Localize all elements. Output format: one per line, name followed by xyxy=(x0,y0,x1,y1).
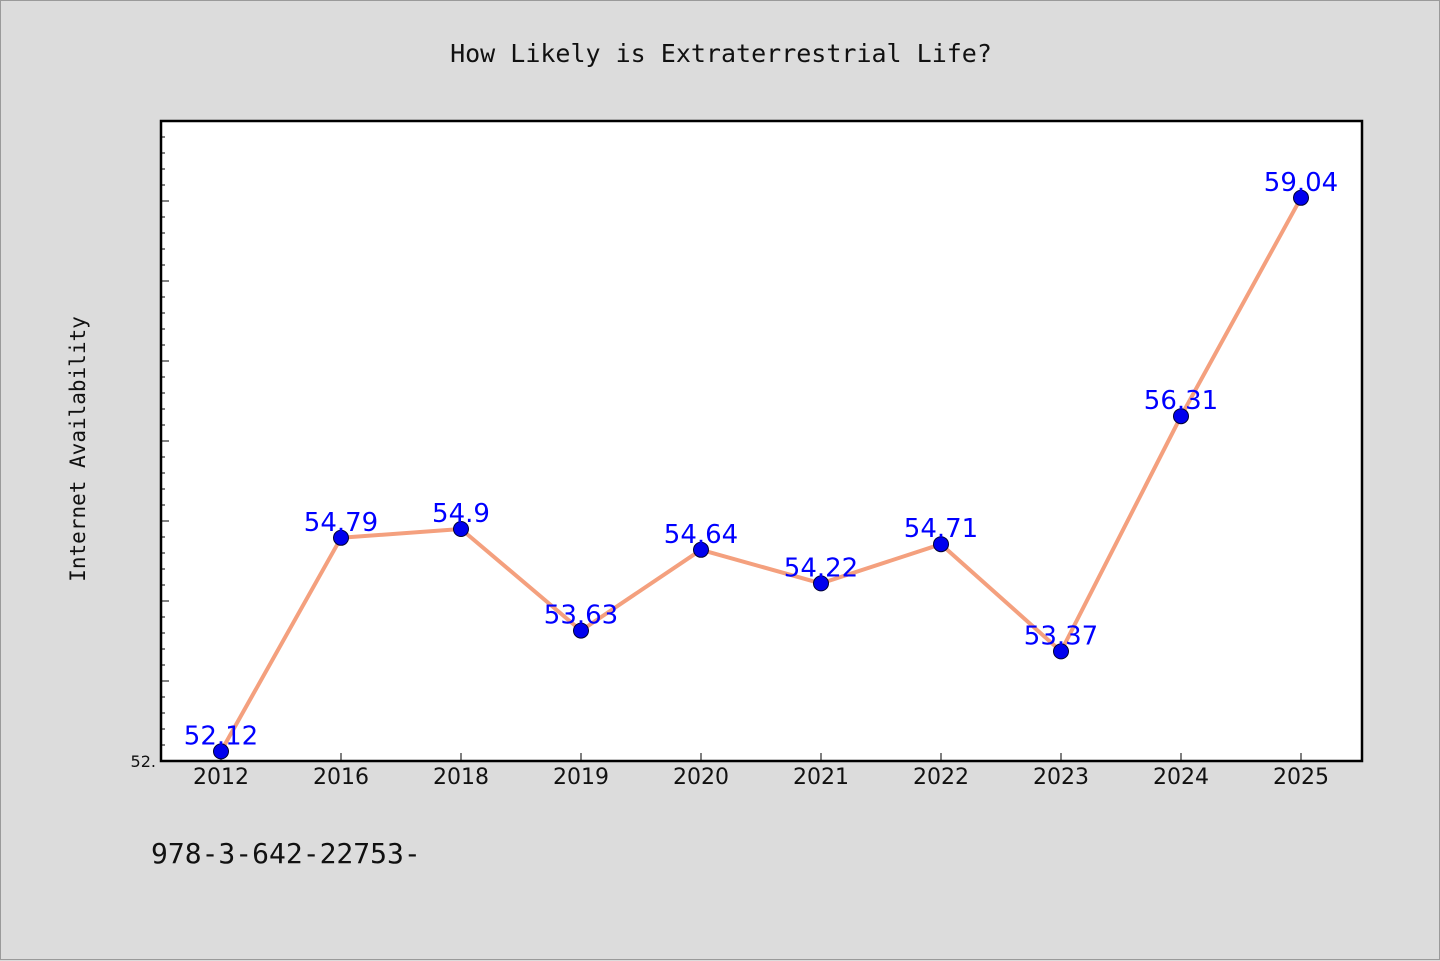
plot-border xyxy=(159,119,1364,763)
data-point xyxy=(1173,408,1189,425)
chart-title: How Likely is Extraterrestrial Life? xyxy=(450,39,992,68)
y-axis-label: Internet Availability xyxy=(66,316,90,582)
x-tick-label: 2020 xyxy=(673,765,729,790)
data-label: 52.12 xyxy=(184,721,258,751)
data-point xyxy=(453,521,469,537)
data-point xyxy=(1053,643,1069,660)
data-point xyxy=(213,743,229,760)
data-label: 53.63 xyxy=(544,601,618,631)
x-axis-ticks xyxy=(220,753,1302,761)
data-label: 53.37 xyxy=(1024,621,1098,651)
data-label: 59.04 xyxy=(1264,168,1338,198)
x-tick-label: 2018 xyxy=(433,765,489,790)
data-label: 54.64 xyxy=(664,520,738,550)
footer-isbn-text: 978-3-642-22753- xyxy=(151,837,421,870)
x-tick-label: 2021 xyxy=(793,765,849,790)
series-line-group: 52.12 54.79 54.9 53.63 54.64 54.22 54.71 53.37 5… xyxy=(184,168,1338,760)
series-line xyxy=(219,195,1303,754)
data-point xyxy=(573,622,589,639)
data-point xyxy=(813,575,829,592)
data-label: 54.9 xyxy=(432,499,490,529)
data-point xyxy=(693,541,709,558)
x-tick-label: 2025 xyxy=(1273,765,1329,790)
data-label: 54.71 xyxy=(904,514,978,544)
x-axis-tick-labels: 2012 2016 2018 2019 2020 2021 2022 2023 2024 2025 xyxy=(193,765,1329,790)
x-tick-label: 2022 xyxy=(913,765,969,790)
data-label: 54.22 xyxy=(784,553,858,583)
x-tick-label: 2019 xyxy=(553,765,609,790)
plot-area xyxy=(161,121,1362,761)
data-point xyxy=(333,529,349,546)
y-tick-label: 52. xyxy=(131,752,156,771)
data-label: 56.31 xyxy=(1144,386,1218,416)
x-tick-label: 2012 xyxy=(193,765,249,790)
data-point xyxy=(1293,189,1309,206)
x-tick-label: 2023 xyxy=(1033,765,1089,790)
x-tick-label: 2016 xyxy=(313,765,369,790)
data-point xyxy=(933,536,949,553)
data-label: 54.79 xyxy=(304,508,378,538)
x-tick-label: 2024 xyxy=(1153,765,1209,790)
